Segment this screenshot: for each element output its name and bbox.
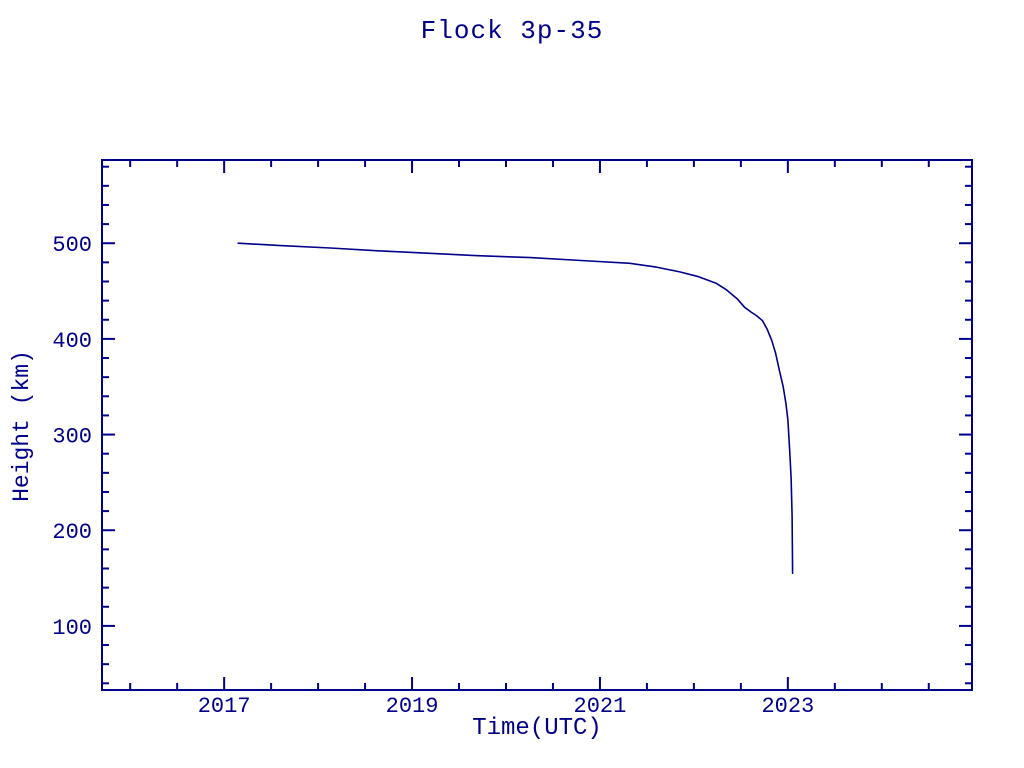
x-tick-label: 2019 (386, 694, 439, 719)
chart-title: Flock 3p-35 (420, 16, 604, 46)
y-tick-label: 100 (52, 616, 92, 641)
plot-frame (101, 159, 973, 691)
decay-line (237, 242, 794, 575)
y-axis-title: Height (km) (9, 350, 35, 502)
x-tick-label: 2021 (574, 694, 627, 719)
x-tick-label: 2017 (198, 694, 251, 719)
y-tick-label: 500 (52, 233, 92, 258)
x-axis-title: Time(UTC) (472, 715, 602, 742)
y-tick-label: 400 (52, 329, 92, 354)
x-tick-label: 2023 (761, 694, 814, 719)
y-tick-label: 200 (52, 520, 92, 545)
y-tick-label: 300 (52, 425, 92, 450)
